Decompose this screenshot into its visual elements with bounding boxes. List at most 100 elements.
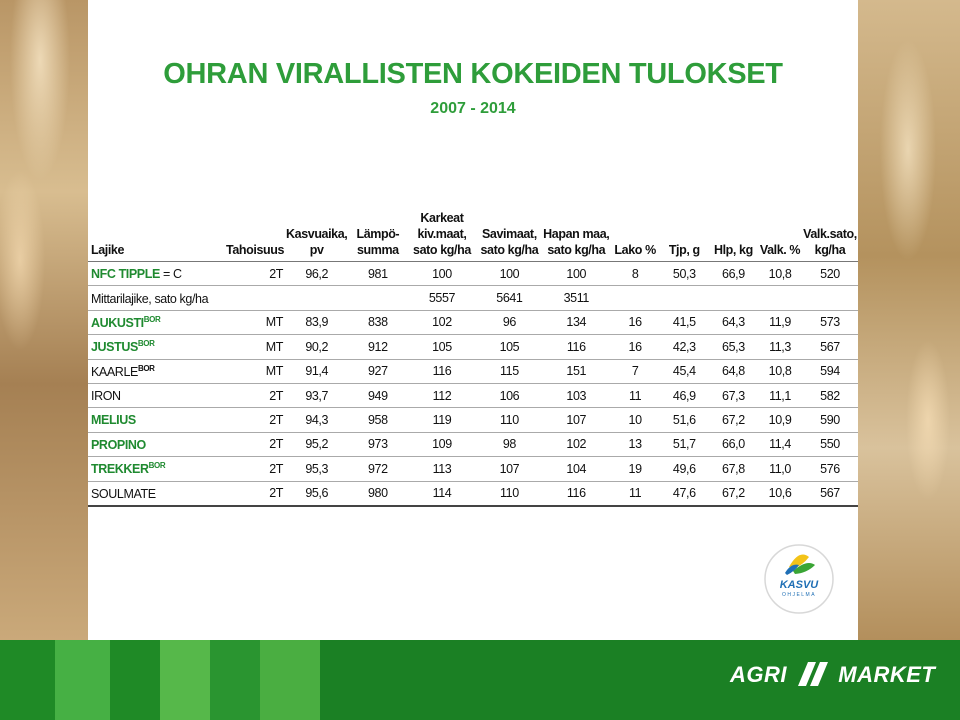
cell-hapan: 151 [542, 359, 611, 384]
table-row: Mittarilajike, sato kg/ha 5557 5641 3511 [88, 285, 858, 311]
cell-karkeat: 112 [407, 383, 477, 409]
cell-lako: 11 [610, 481, 660, 507]
cell-lako: 16 [610, 334, 660, 360]
cell-valk: 10,6 [758, 481, 802, 507]
header-lajike: Lajike [88, 210, 211, 262]
cell-valksato: 594 [801, 359, 858, 384]
wheat-background-right [858, 0, 960, 640]
variety-name: KAARLEBOR [88, 359, 211, 384]
cell-kasvu: 93,7 [285, 383, 349, 409]
cell-hlp: 67,2 [708, 481, 759, 507]
cell-valk: 11,3 [758, 334, 802, 360]
header-lampo: Lämpö-summa [348, 210, 408, 262]
cell-lampo: 912 [348, 334, 408, 360]
cell-savi: 96 [476, 310, 543, 336]
wheat-background-left [0, 0, 88, 640]
cell-lampo: 949 [348, 383, 408, 409]
bottom-band [0, 640, 960, 720]
cell-hlp: 66,0 [708, 432, 759, 458]
cell-savi: 110 [476, 481, 543, 507]
cell-kasvu: 95,2 [285, 432, 349, 458]
cell-kasvu: 96,2 [285, 261, 349, 287]
cell-karkeat: 105 [407, 334, 477, 360]
cell-kasvu: 95,6 [285, 481, 349, 507]
cell-hlp: 67,8 [708, 456, 759, 482]
cell-hapan: 100 [542, 261, 611, 287]
cell-lako: 16 [610, 310, 660, 336]
cell-hapan: 103 [542, 383, 611, 409]
cell-hapan: 116 [542, 334, 611, 360]
cell-hlp: 67,2 [708, 407, 759, 433]
cell-valk: 11,0 [758, 456, 802, 482]
cell-tjp: 47,6 [659, 481, 709, 507]
cell-kasvu: 90,2 [285, 334, 349, 360]
cell-valk [758, 285, 802, 311]
cell-hlp: 64,3 [708, 310, 759, 336]
market-text: MARKET [838, 662, 936, 687]
cell-kasvu [285, 285, 349, 311]
cell-hlp: 66,9 [708, 261, 759, 287]
cell-hapan: 116 [542, 481, 611, 507]
header-kasvuaika: Kasvuaika, pv [285, 210, 349, 262]
cell-tjp [659, 285, 709, 311]
cell-lampo: 973 [348, 432, 408, 458]
cell-karkeat: 113 [407, 456, 477, 482]
cell-valksato: 550 [801, 432, 858, 458]
cell-hlp: 64,8 [708, 359, 759, 384]
cell-tjp: 41,5 [659, 310, 709, 336]
table-row: KAARLEBOR MT 91,4 927 116 115 151 7 45,4 64,8 10,8… [88, 359, 858, 384]
cell-lampo: 927 [348, 359, 408, 384]
cell-lako: 8 [610, 261, 660, 287]
table-row: TREKKERBOR 2T 95,3 972 113 107 104 19 49,6 67,8 11… [88, 456, 858, 482]
cell-valksato [801, 285, 858, 311]
cell-tjp: 51,7 [659, 432, 709, 458]
cell-hapan: 3511 [542, 285, 611, 311]
cell-savi: 106 [476, 383, 543, 409]
page-subtitle: 2007 - 2014 [430, 100, 516, 117]
cell-tjp: 49,6 [659, 456, 709, 482]
cell-valksato: 567 [801, 481, 858, 507]
cell-valk: 10,9 [758, 407, 802, 433]
cell-hapan: 104 [542, 456, 611, 482]
cell-taho: MT [210, 334, 286, 360]
cell-savi: 110 [476, 407, 543, 433]
cell-lako: 10 [610, 407, 660, 433]
cell-lako: 13 [610, 432, 660, 458]
agri-text: AGRI [730, 662, 787, 687]
table-row: SOULMATE 2T 95,6 980 114 110 116 11 47,6 67,2 10,6… [88, 481, 858, 507]
cell-karkeat: 5557 [407, 285, 477, 311]
results-table: Lajike Tahoisuus Kasvuaika, pv Lämpö-summ… [88, 210, 858, 507]
cell-lako: 7 [610, 359, 660, 384]
page-title: OHRAN VIRALLISTEN KOKEIDEN TULOKSET [163, 58, 783, 90]
header-hlp: Hlp, kg [708, 210, 759, 262]
header-karkeat: Karkeat kiv.maat, sato kg/ha [407, 210, 477, 262]
cell-tjp: 42,3 [659, 334, 709, 360]
cell-taho: 2T [210, 432, 286, 458]
variety-name: MELIUS [88, 407, 211, 433]
cell-valk: 11,4 [758, 432, 802, 458]
header-tjp: Tjp, g [659, 210, 709, 262]
cell-hapan: 107 [542, 407, 611, 433]
kasvu-logo: KASVU OHJELMA [764, 544, 834, 614]
cell-savi: 107 [476, 456, 543, 482]
cell-tjp: 51,6 [659, 407, 709, 433]
cell-lampo: 958 [348, 407, 408, 433]
cell-karkeat: 114 [407, 481, 477, 507]
header-lako: Lako % [610, 210, 660, 262]
variety-name: JUSTUSBOR [88, 334, 211, 360]
cell-valksato: 582 [801, 383, 858, 409]
table-row: JUSTUSBOR MT 90,2 912 105 105 116 16 42,3 65,3 11,… [88, 334, 858, 360]
cell-valksato: 567 [801, 334, 858, 360]
cell-karkeat: 116 [407, 359, 477, 384]
cell-valksato: 576 [801, 456, 858, 482]
cell-lampo [348, 285, 408, 311]
cell-taho: MT [210, 359, 286, 384]
cell-hlp: 67,3 [708, 383, 759, 409]
variety-name: SOULMATE [88, 481, 211, 507]
cell-hapan: 134 [542, 310, 611, 336]
header-valksato: Valk.sato, kg/ha [801, 210, 858, 262]
cell-karkeat: 100 [407, 261, 477, 287]
cell-lampo: 972 [348, 456, 408, 482]
cell-taho: 2T [210, 407, 286, 433]
cell-savi: 98 [476, 432, 543, 458]
